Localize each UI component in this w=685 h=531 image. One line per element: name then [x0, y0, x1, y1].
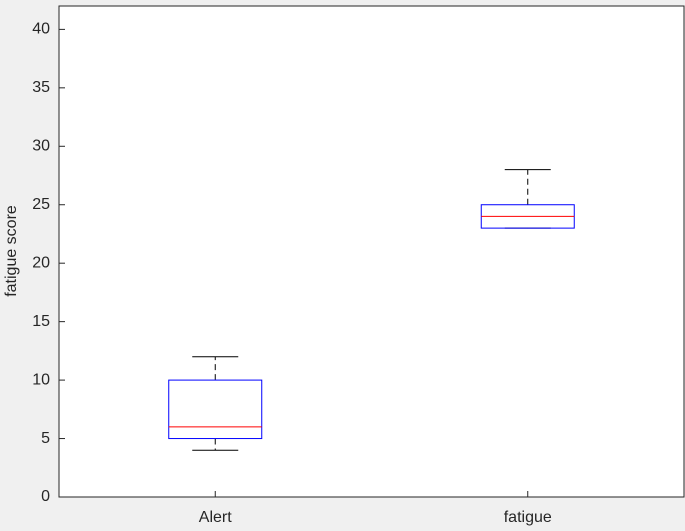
box — [168, 379, 263, 440]
y-tick-label: 0 — [41, 488, 50, 505]
plot-area — [58, 5, 685, 498]
y-tick-label: 10 — [32, 371, 50, 388]
y-tick-label: 15 — [32, 313, 50, 330]
y-tick-label: 20 — [32, 254, 50, 271]
y-tick-label: 40 — [32, 21, 50, 38]
y-axis-label: fatigue score — [3, 205, 20, 297]
x-tick-label: Alert — [199, 509, 232, 526]
x-tick-label: fatigue — [504, 509, 552, 526]
y-tick-label: 30 — [32, 138, 50, 155]
y-tick-label: 25 — [32, 196, 50, 213]
y-tick-label: 5 — [41, 430, 50, 447]
y-tick-label: 35 — [32, 79, 50, 96]
